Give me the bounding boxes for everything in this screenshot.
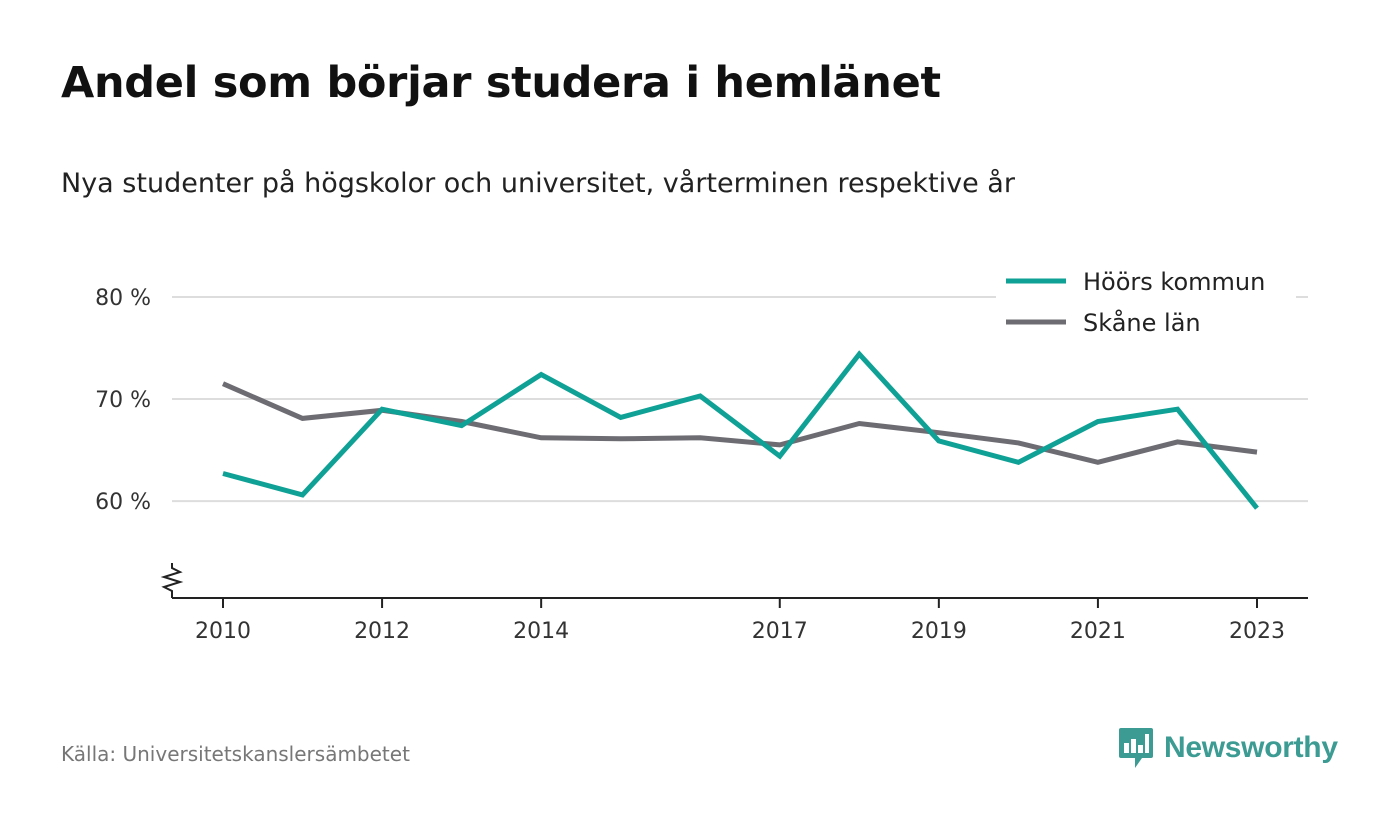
brand-name: Newsworthy (1164, 731, 1338, 764)
x-tick-label: 2010 (195, 619, 251, 644)
chart-subtitle: Nya studenter på högskolor och universit… (61, 168, 1015, 199)
legend: Höörs kommun Skåne län (996, 262, 1296, 346)
x-tick-label: 2021 (1070, 619, 1126, 644)
x-tick-label: 2017 (752, 619, 808, 644)
y-tick-label: 70 % (95, 388, 151, 413)
legend-label: Skåne län (1083, 308, 1201, 337)
legend-background (996, 262, 1296, 346)
line-chart: 2010 2012 2014 2017 2019 2021 2023 60 % 70 % 80 … (95, 262, 1308, 644)
y-tick-label: 60 % (95, 490, 151, 515)
x-tick-label: 2023 (1229, 619, 1285, 644)
x-tick-label: 2012 (354, 619, 410, 644)
newsworthy-logo[interactable]: Newsworthy (1118, 726, 1338, 770)
x-tick-label: 2019 (911, 619, 967, 644)
x-axis: 2010 2012 2014 2017 2019 2021 2023 (160, 563, 1308, 644)
legend-label: Höörs kommun (1083, 268, 1265, 296)
y-axis-labels: 60 % 70 % 80 % (95, 286, 151, 515)
series-line (222, 350, 1259, 510)
x-tick-label: 2014 (513, 619, 569, 644)
bar-chart-speech-bubble-icon (1119, 728, 1153, 768)
source-note: Källa: Universitetskanslersämbetet (61, 742, 410, 766)
axis-break-marker (160, 563, 184, 598)
series-lines (221, 350, 1259, 510)
y-tick-label: 80 % (95, 286, 151, 311)
chart-title: Andel som börjar studera i hemlänet (61, 58, 941, 108)
